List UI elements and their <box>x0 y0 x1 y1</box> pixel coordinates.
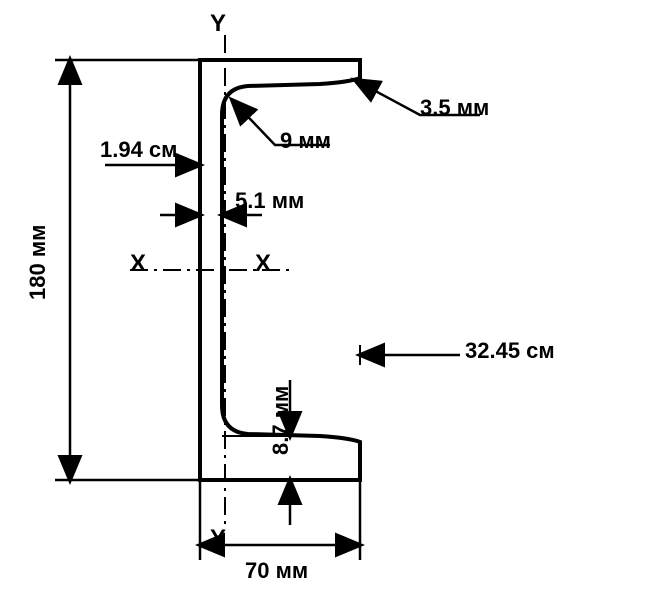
dim-height: 180 мм <box>25 225 51 300</box>
dim-web: 5.1 мм <box>235 188 304 214</box>
axis-y-top: Y <box>210 10 226 38</box>
dim-radius9: 9 мм <box>280 128 331 154</box>
dim-flange: 8.7 мм <box>268 386 294 455</box>
axis-x-left: X <box>130 250 146 278</box>
channel-section-drawing <box>0 0 652 602</box>
dim-centroid: 1.94 см <box>100 137 177 163</box>
dim-offset: 32.45 см <box>465 338 555 364</box>
axis-x-right: X <box>255 250 271 278</box>
dim-width: 70 мм <box>245 558 308 584</box>
axis-y-bottom: Y <box>210 525 226 553</box>
dim-radius35: 3.5 мм <box>420 95 489 121</box>
